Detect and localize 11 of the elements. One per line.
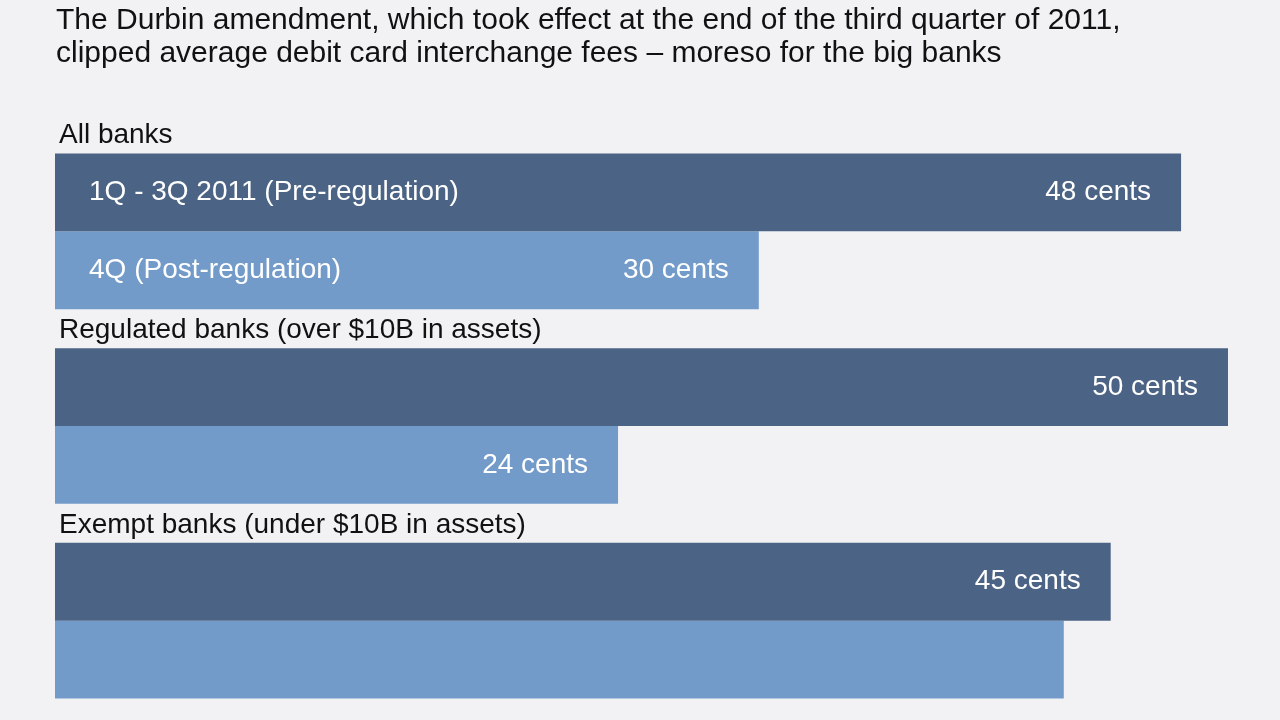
series-label: 1Q - 3Q 2011 (Pre-regulation) bbox=[89, 175, 459, 207]
y-tick-label: Regulated banks (over $10B in assets) bbox=[59, 312, 542, 344]
data-label: 30 cents bbox=[622, 252, 729, 284]
data-label: 48 cents bbox=[1045, 175, 1152, 207]
data-label: 45 cents bbox=[974, 564, 1081, 596]
chart-title: The Durbin amendment, which took effect at the end of the third quarter of 2011, clipped average debit card interchange fees – moreso for the big banks bbox=[56, 2, 1122, 68]
y-tick-label: Exempt banks (under $10B in assets) bbox=[59, 507, 526, 539]
data-label: 24 cents bbox=[482, 447, 589, 479]
y-tick-label: All banks bbox=[59, 118, 173, 150]
series-label: 4Q (Post-regulation) bbox=[89, 252, 342, 284]
data-label: 50 cents bbox=[1092, 369, 1198, 401]
